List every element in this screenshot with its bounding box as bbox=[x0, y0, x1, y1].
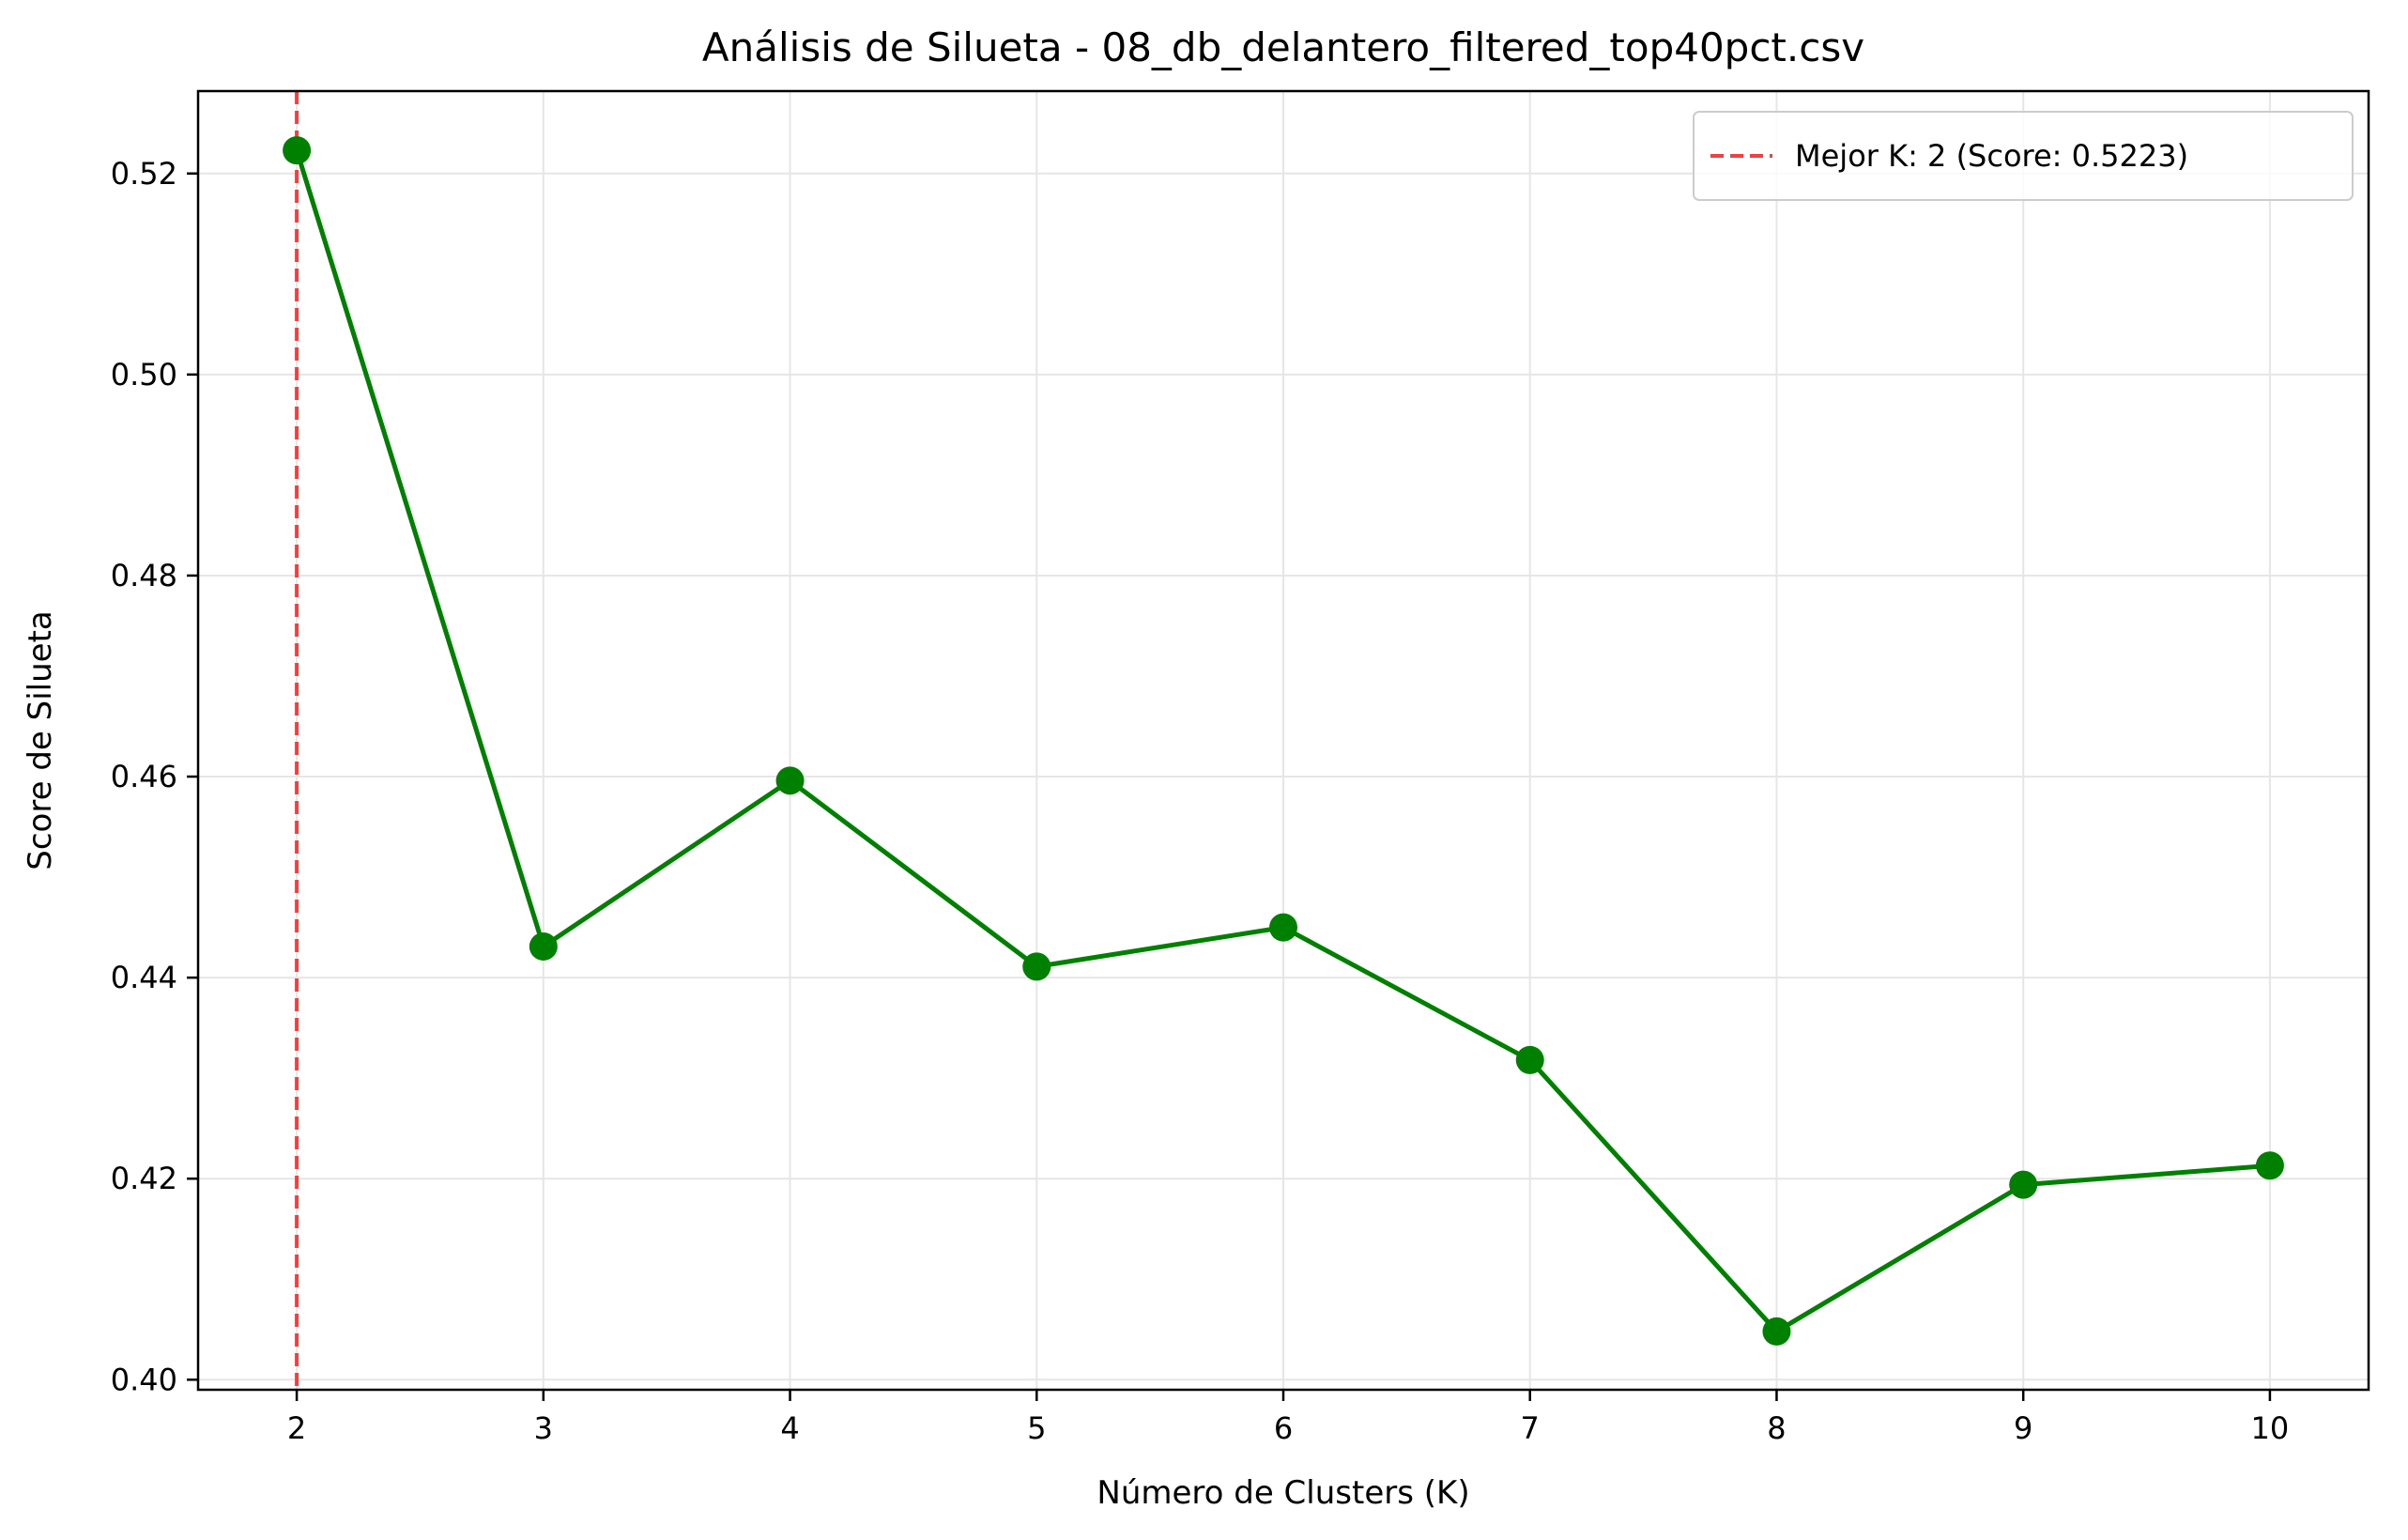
data-point bbox=[283, 136, 312, 165]
y-axis-title: Score de Silueta bbox=[22, 610, 59, 870]
y-tick-label: 0.52 bbox=[111, 156, 177, 192]
x-tick-label: 5 bbox=[1027, 1410, 1046, 1446]
x-tick-label: 7 bbox=[1521, 1410, 1540, 1446]
x-tick-label: 10 bbox=[2251, 1410, 2290, 1446]
x-tick-label: 2 bbox=[287, 1410, 306, 1446]
data-point bbox=[2255, 1151, 2284, 1180]
legend: Mejor K: 2 (Score: 0.5223) bbox=[1693, 111, 2354, 201]
y-tick-label: 0.50 bbox=[111, 357, 177, 393]
legend-label-best-k: Mejor K: 2 (Score: 0.5223) bbox=[1795, 138, 2188, 174]
data-point bbox=[775, 766, 805, 795]
y-tick-label: 0.48 bbox=[111, 558, 177, 593]
series-layer bbox=[283, 136, 2284, 1346]
data-point bbox=[1269, 913, 1297, 942]
chart-title: Análisis de Silueta - 08_db_delantero_fi… bbox=[702, 24, 1864, 70]
data-point bbox=[2009, 1170, 2038, 1199]
data-point bbox=[1515, 1045, 1544, 1074]
y-tick-label: 0.42 bbox=[111, 1161, 177, 1196]
data-point bbox=[1762, 1317, 1791, 1346]
x-tick-label: 3 bbox=[534, 1410, 553, 1446]
legend-box bbox=[1693, 111, 2354, 201]
grid-layer bbox=[198, 91, 2369, 1390]
x-tick-label: 9 bbox=[2014, 1410, 2032, 1446]
x-axis-title: Número de Clusters (K) bbox=[1097, 1474, 1469, 1512]
x-tick-label: 4 bbox=[780, 1410, 799, 1446]
y-tick-label: 0.40 bbox=[111, 1362, 177, 1397]
data-point bbox=[1022, 952, 1051, 981]
y-tick-label: 0.44 bbox=[111, 960, 177, 995]
y-tick-label: 0.46 bbox=[111, 759, 177, 794]
x-tick-label: 6 bbox=[1274, 1410, 1293, 1446]
data-point bbox=[529, 932, 558, 961]
x-axis-ticks: 2 3 4 5 6 7 8 9 10 bbox=[287, 1390, 2289, 1446]
x-tick-label: 8 bbox=[1767, 1410, 1786, 1446]
y-axis-ticks: 0.40 0.42 0.44 0.46 0.48 0.50 0.52 bbox=[111, 156, 198, 1397]
